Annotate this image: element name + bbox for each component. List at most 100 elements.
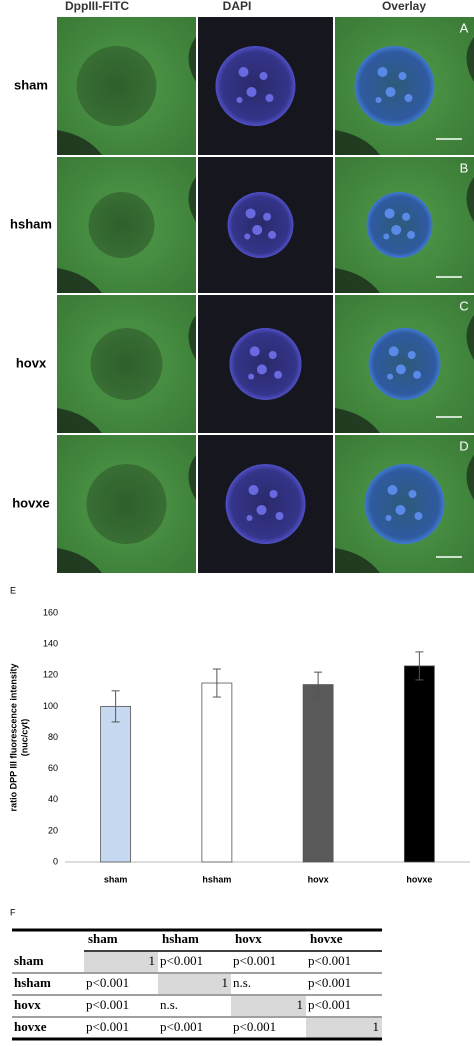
bar-chart: E 0 20 40 60 80 100 120 140 160 ratio DPP III fluo… xyxy=(8,585,470,884)
nucleus xyxy=(354,46,435,126)
y-tick-label: 20 xyxy=(48,825,58,835)
chromocenter xyxy=(248,373,255,380)
cell-gap xyxy=(335,268,380,293)
diagonal-cell xyxy=(306,1018,382,1038)
chromocenter xyxy=(238,67,249,77)
chromocenter xyxy=(244,233,251,240)
cell-gap xyxy=(466,455,474,500)
chromocenter xyxy=(375,97,382,103)
chromocenter xyxy=(413,370,422,379)
cell-gap xyxy=(188,177,196,222)
nucleus xyxy=(366,192,433,258)
bar xyxy=(201,682,233,863)
y-tick-label: 140 xyxy=(43,639,58,649)
chromocenter xyxy=(236,97,243,103)
nucleus xyxy=(215,46,296,126)
cell-gap xyxy=(57,548,102,573)
y-tick-label: 60 xyxy=(48,763,58,773)
chromocenter xyxy=(274,370,283,379)
chromocenter xyxy=(391,224,402,235)
table-cell: 1 xyxy=(149,953,156,968)
column-header: hsham xyxy=(162,931,199,946)
table-cell: p<0.001 xyxy=(86,975,129,990)
y-axis-label: (nuc/cyt) xyxy=(19,719,29,757)
chromocenter xyxy=(248,485,259,495)
table-cell: 1 xyxy=(222,975,229,990)
table-cell: p<0.001 xyxy=(308,975,351,990)
table-cell: n.s. xyxy=(160,997,178,1012)
cell-gap xyxy=(466,177,474,222)
nucleus xyxy=(86,464,167,544)
chromocenter xyxy=(388,346,399,357)
y-tick-label: 120 xyxy=(43,670,58,680)
chromocenter xyxy=(398,72,407,80)
row-header: sham xyxy=(14,953,44,968)
panel-letter: C xyxy=(459,298,468,313)
nucleus xyxy=(90,328,163,400)
chromocenter xyxy=(269,490,278,498)
x-tick-label: hovx xyxy=(308,874,329,884)
column-header: hovx xyxy=(235,931,262,946)
panel-letter: B xyxy=(460,160,469,175)
error-bar xyxy=(212,668,221,698)
chromocenter xyxy=(246,515,253,521)
table-cell: 1 xyxy=(297,997,304,1012)
nucleus xyxy=(368,328,441,400)
panel-label: F xyxy=(10,907,16,917)
row-header: hovxe xyxy=(14,1019,47,1034)
table-cell: p<0.001 xyxy=(308,953,351,968)
panel-letter: D xyxy=(459,438,468,453)
chromocenter xyxy=(395,364,406,375)
y-tick-label: 100 xyxy=(43,701,58,711)
bar xyxy=(403,665,435,863)
table-cell: p<0.001 xyxy=(233,953,276,968)
nucleus xyxy=(364,464,445,544)
column-header: DAPI xyxy=(223,0,252,13)
table-cell: p<0.001 xyxy=(86,997,129,1012)
x-tick-label: hsham xyxy=(202,874,231,884)
chromocenter xyxy=(275,512,284,520)
diagonal-cell xyxy=(158,974,231,994)
chromocenter xyxy=(407,230,416,239)
chromocenter xyxy=(252,224,263,235)
chromocenter xyxy=(268,230,277,239)
y-tick-label: 40 xyxy=(48,794,58,804)
chromocenter xyxy=(256,364,267,375)
row-header: hovx xyxy=(14,997,41,1012)
cell-gap xyxy=(335,548,380,573)
y-tick-label: 160 xyxy=(43,607,58,617)
cell-gap xyxy=(335,408,380,433)
table-cell: p<0.001 xyxy=(308,997,351,1012)
chromocenter xyxy=(246,87,257,97)
table-cell: p<0.001 xyxy=(160,953,203,968)
chromocenter xyxy=(263,212,272,221)
chromocenter xyxy=(407,351,416,359)
cell-gap xyxy=(188,315,196,360)
row-label: sham xyxy=(14,77,48,92)
table-cell: p<0.001 xyxy=(233,1019,276,1034)
nucleus xyxy=(76,46,157,126)
chromocenter xyxy=(402,212,411,221)
chromocenter xyxy=(395,505,406,515)
chromocenter xyxy=(383,233,390,240)
table-cell: 1 xyxy=(373,1019,380,1034)
chromocenter xyxy=(404,94,413,102)
x-tick-label: sham xyxy=(104,874,128,884)
chromocenter xyxy=(265,94,274,102)
panel-letter: A xyxy=(460,20,469,35)
chromocenter xyxy=(414,512,423,520)
chromocenter xyxy=(268,351,277,359)
bar xyxy=(100,705,132,863)
x-tick-label: hovxe xyxy=(406,874,432,884)
chromocenter xyxy=(385,515,392,521)
error-bar xyxy=(314,671,323,698)
column-header: Overlay xyxy=(382,0,426,13)
row-label: hsham xyxy=(10,216,52,231)
nucleus xyxy=(88,192,155,258)
y-tick-label: 0 xyxy=(53,856,58,866)
nucleus xyxy=(229,328,302,400)
nucleus xyxy=(227,192,294,258)
